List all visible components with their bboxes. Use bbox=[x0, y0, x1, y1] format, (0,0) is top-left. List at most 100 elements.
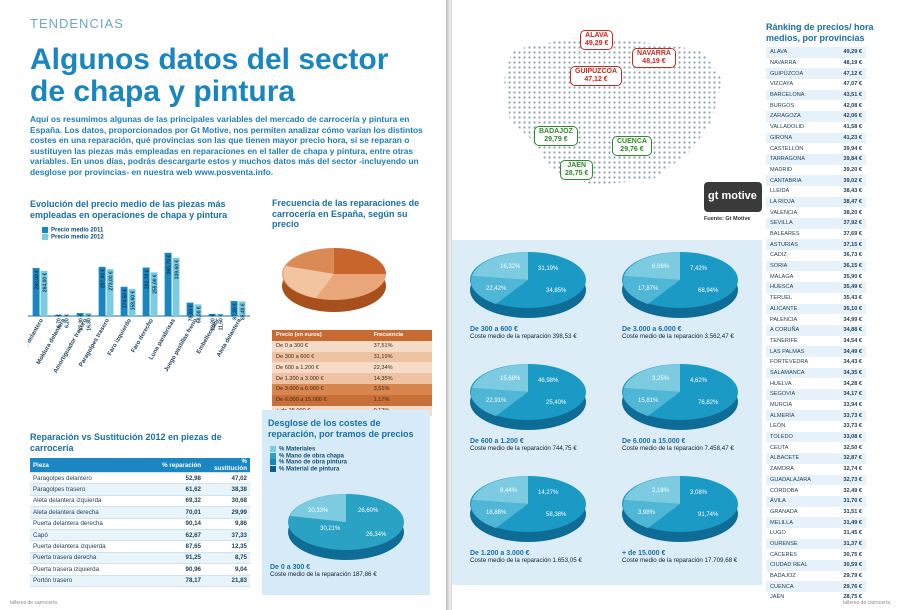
rank-province: SEGOVIA bbox=[766, 389, 831, 400]
desglose-legend-item: % Materiales bbox=[270, 446, 347, 453]
rank-row: ALICANTE 35,10 € bbox=[766, 303, 866, 315]
rank-province: GRANADA bbox=[770, 508, 798, 515]
bar-chart-title: Evolución del precio medio de las piezas… bbox=[30, 199, 228, 220]
rank-province: LUGO bbox=[770, 530, 786, 537]
rank-row: NAVARRA 48,19 € bbox=[766, 58, 866, 69]
pie-slice bbox=[623, 388, 680, 416]
rank-row: GUADALAJARA 32,73 € bbox=[766, 474, 866, 486]
rep-cell: 8,75 bbox=[204, 552, 250, 565]
gt-motive-logo: gt motive bbox=[704, 182, 762, 212]
legend-item-2011: Precio medio 2011 bbox=[42, 227, 104, 234]
rank-price: 38,43 € bbox=[843, 188, 862, 195]
pie-label: 30,21% bbox=[320, 526, 341, 532]
rank-price: 37,15 € bbox=[830, 239, 866, 251]
rank-province: MÁLAGA bbox=[770, 273, 794, 280]
tag-name: NAVARRA bbox=[637, 50, 671, 57]
pie-label: 3,08% bbox=[690, 490, 708, 496]
pie-slice bbox=[471, 500, 528, 528]
desglose-caption: De 0 a 300 € Coste medio de la reparación… bbox=[270, 564, 377, 578]
bar-value-label: 282,70 € bbox=[145, 269, 151, 289]
tag-name: GUIPÚZCOA bbox=[575, 68, 617, 75]
pie-slice bbox=[471, 388, 528, 416]
rank-price: 35,90 € bbox=[843, 273, 862, 280]
freq-slice-0-300 bbox=[334, 248, 386, 274]
rep-cell: 21,83 bbox=[204, 575, 250, 587]
rep-cell: 12,35 bbox=[204, 540, 250, 553]
rank-province: MADRID bbox=[770, 166, 793, 173]
bar bbox=[98, 266, 106, 316]
rank-row: BARCELONA 43,51 € bbox=[766, 89, 866, 101]
cost-pie: 16,32% 31,19% 22,42% 34,85% De 300 a 600 € Co… bbox=[466, 246, 606, 354]
rep-cell: Puerta delantera derecha bbox=[30, 518, 158, 530]
rank-row: FORTEVEDRA 34,43 € bbox=[766, 357, 866, 368]
rank-row: MURCIA 33,94 € bbox=[766, 400, 866, 411]
rep-cell: 52,98 bbox=[158, 472, 204, 485]
rank-province: LA RIOJA bbox=[766, 196, 831, 208]
tag-name: ALAVA bbox=[585, 32, 609, 39]
page-gutter bbox=[446, 0, 454, 610]
bar-legend: Precio medio 2011 Precio medio 2012 bbox=[42, 227, 104, 240]
rep-cell: Paragolpes delantero bbox=[30, 472, 158, 485]
cost-pie: 15,68% 46,98% 22,91% 25,40% De 600 a 1.200 €… bbox=[466, 358, 606, 466]
rep-cell: Puerta delantera izquierda bbox=[30, 540, 158, 553]
rank-row: CÁCERES 30,75 € bbox=[766, 549, 866, 560]
swatch bbox=[270, 459, 276, 466]
rank-title: Ránking de precios/ hora medios, por pro… bbox=[766, 22, 874, 43]
legend-item-2012: Precio medio 2012 bbox=[42, 233, 104, 240]
rank-province: BARCELONA bbox=[766, 89, 831, 101]
cost-pie-graphic: 8,44% 14,27% 18,88% 58,38% bbox=[470, 476, 586, 542]
desglose-legend-label: % Materiales bbox=[279, 446, 316, 453]
desglose-legend-label: % Mano de obra pintura bbox=[279, 459, 348, 466]
rank-province: CASTELLÓN bbox=[770, 145, 804, 152]
rank-price: 36,15 € bbox=[830, 260, 866, 272]
rank-row: TARRAGONA 39,84 € bbox=[766, 153, 866, 165]
rep-cell: Aleta delantera izquierda bbox=[30, 495, 158, 508]
rank-price: 42,08 € bbox=[843, 102, 862, 109]
map-tag-jaen: JAÉN 28,75 € bbox=[560, 160, 594, 180]
bar-value-label: 17,30 € bbox=[79, 314, 85, 331]
rank-row: VALLADOLID 41,58 € bbox=[766, 122, 866, 133]
rank-row: HUESCA 35,49 € bbox=[766, 282, 866, 293]
rank-price: 39,94 € bbox=[843, 145, 862, 152]
rep-cell: 38,38 bbox=[204, 483, 250, 496]
bar-value-label: 78,00 € bbox=[189, 304, 195, 321]
rank-row: LEÓN 33,73 € bbox=[766, 421, 866, 432]
cost-pie: 8,44% 14,27% 18,88% 58,38% De 1.200 a 3.000 … bbox=[466, 470, 606, 578]
rank-province: CÓRDOBA bbox=[770, 487, 799, 494]
rank-price: 38,47 € bbox=[830, 196, 866, 208]
freq-cell: 31,19% bbox=[373, 353, 393, 360]
category-label: Faro izquierdo bbox=[107, 318, 133, 357]
pie-label: 2,18% bbox=[652, 488, 670, 494]
rank-row: GRANADA 31,51 € bbox=[766, 507, 866, 518]
map-tag-navarra: NAVARRA 48,19 € bbox=[632, 48, 676, 68]
pie-label: 6,06% bbox=[652, 264, 670, 270]
rank-province: LLEIDA bbox=[770, 188, 790, 195]
desglose-title: Desglose de los costes de reparación, po… bbox=[268, 418, 414, 439]
pie-label: 26,60% bbox=[358, 508, 379, 514]
rank-province: JAÉN bbox=[770, 594, 785, 601]
rank-province: CANTABRIA bbox=[766, 175, 831, 186]
rank-price: 42,06 € bbox=[830, 111, 866, 122]
bar-value-label: 11,50 € bbox=[219, 314, 225, 331]
tag-value: 29,79 € bbox=[544, 136, 568, 143]
rank-province: ALMERÍA bbox=[766, 410, 831, 422]
rank-province: ZAMORA bbox=[770, 466, 794, 473]
category-label: Paragolpes delantero bbox=[28, 318, 45, 374]
category-label: Faro derecho bbox=[131, 318, 155, 354]
rank-row: CÓRDOBA 32,49 € bbox=[766, 485, 866, 496]
swatch bbox=[270, 465, 276, 472]
rank-province: ALAVA bbox=[766, 47, 831, 58]
freq-cell: De 0 a 300 € bbox=[276, 343, 309, 350]
bar bbox=[208, 313, 216, 316]
page-title: Algunos datos del sector de chapa y pint… bbox=[30, 43, 389, 108]
rank-row: SALAMANCA 34,35 € bbox=[766, 367, 866, 379]
bar bbox=[84, 313, 92, 316]
freq-cell: De 3.000 a 6.000 € bbox=[276, 386, 324, 393]
bar bbox=[186, 302, 194, 316]
rank-row: MADRID 39,20 € bbox=[766, 165, 866, 176]
rank-province: LAS PALMAS bbox=[766, 346, 831, 357]
rank-province: VALENCIA bbox=[770, 209, 798, 216]
rank-table: ALAVA 49,29 € NAVARRA 48,19 € GUIPÚZCOA 47,12… bbox=[766, 47, 866, 603]
pie-label: 26,34% bbox=[366, 532, 387, 538]
bar bbox=[76, 313, 84, 316]
